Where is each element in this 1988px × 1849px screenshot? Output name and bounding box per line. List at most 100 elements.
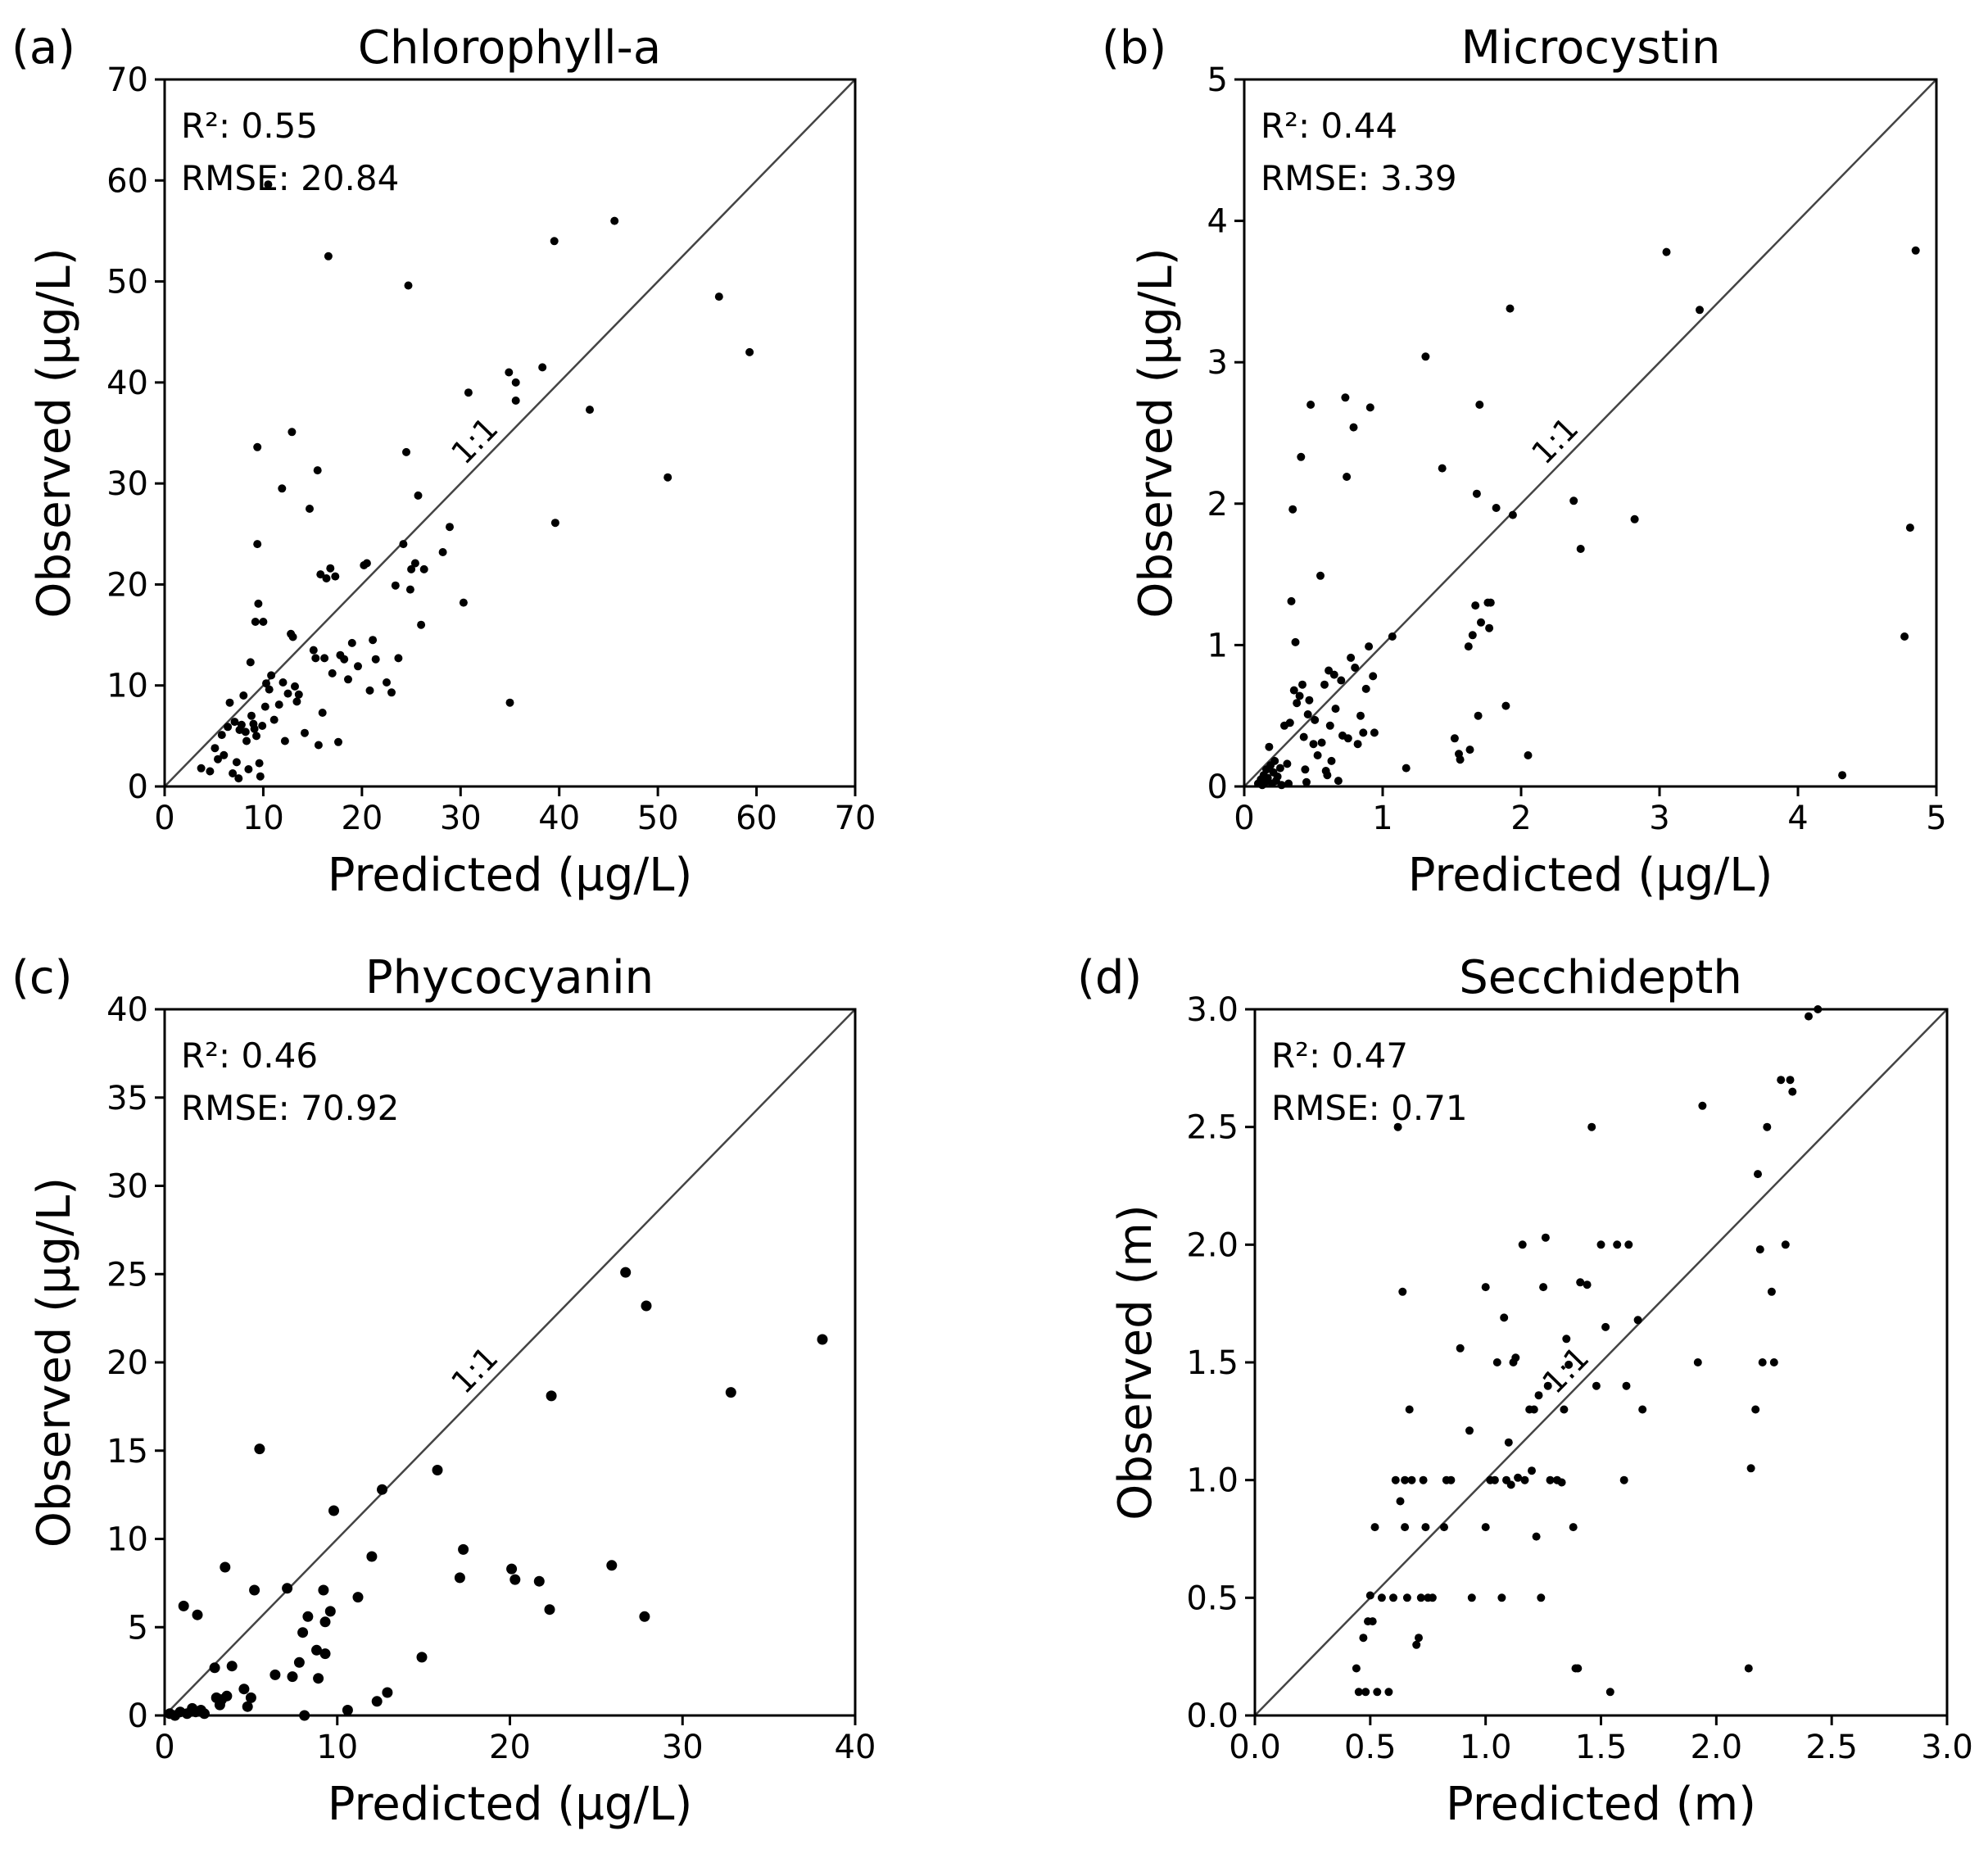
data-point	[1786, 1076, 1795, 1085]
data-point	[265, 685, 274, 694]
y-tick-label: 1	[1207, 627, 1228, 664]
y-tick-label: 5	[1207, 61, 1228, 99]
data-point	[293, 1656, 305, 1668]
data-point	[1398, 1287, 1407, 1296]
data-point	[410, 559, 419, 568]
data-point	[1492, 1358, 1501, 1366]
data-point	[1492, 504, 1501, 512]
data-point	[319, 1616, 331, 1628]
data-point	[1450, 734, 1459, 743]
data-point	[1325, 721, 1334, 730]
data-point	[1415, 1634, 1423, 1643]
x-tick-label: 40	[835, 1729, 876, 1766]
x-tick-label: 0	[154, 1729, 174, 1766]
data-point	[178, 1600, 189, 1611]
data-point	[446, 523, 454, 532]
data-point	[244, 765, 253, 773]
data-point	[1529, 1405, 1538, 1414]
data-point	[1562, 1335, 1571, 1344]
chart-panel-0: (a) Chlorophyll-a 1:1 0 10 20 30 40 50 60 70 0 10 20 3…	[11, 21, 876, 902]
data-point	[399, 540, 408, 549]
chart-title: Microcystin	[1461, 21, 1721, 75]
data-point	[1421, 352, 1430, 361]
x-tick-label: 0.0	[1229, 1729, 1281, 1766]
data-point	[1368, 1617, 1377, 1626]
data-point	[1303, 710, 1312, 718]
data-point	[1524, 751, 1533, 759]
data-point	[1354, 1688, 1363, 1697]
data-point	[1305, 696, 1314, 705]
data-point	[1416, 1593, 1425, 1602]
data-point	[1569, 496, 1578, 505]
x-tick-label: 10	[316, 1729, 358, 1766]
data-point	[211, 744, 220, 753]
data-point	[459, 598, 468, 607]
data-point	[1456, 1344, 1465, 1353]
data-point	[1407, 1475, 1416, 1484]
data-point	[1746, 1464, 1755, 1473]
data-point	[817, 1334, 828, 1345]
data-point	[316, 570, 325, 579]
data-point	[342, 1705, 353, 1715]
data-point	[1622, 1381, 1631, 1390]
data-point	[242, 1701, 253, 1712]
data-point	[1302, 777, 1311, 786]
data-point	[224, 723, 233, 732]
y-tick-label: 1.0	[1186, 1462, 1239, 1500]
data-point	[1601, 1322, 1610, 1331]
data-point	[239, 691, 248, 700]
data-point	[1317, 738, 1326, 747]
data-point	[254, 1443, 265, 1455]
data-point	[366, 1551, 378, 1562]
data-point	[232, 758, 241, 767]
x-tick-label: 0	[1234, 800, 1254, 837]
data-point	[620, 1267, 632, 1278]
data-point	[1758, 1358, 1767, 1366]
plot-frame	[163, 78, 857, 788]
data-point	[1506, 1480, 1515, 1489]
data-point	[1638, 1405, 1647, 1414]
y-tick-label: 2.5	[1186, 1109, 1239, 1147]
data-point	[1574, 1664, 1583, 1673]
data-point	[1596, 1240, 1605, 1249]
data-point	[1337, 676, 1346, 685]
data-point	[1560, 1405, 1569, 1414]
data-point	[1306, 401, 1316, 409]
data-point	[347, 638, 356, 647]
data-point	[1369, 672, 1378, 681]
data-point	[352, 1592, 364, 1603]
data-point	[1763, 1122, 1772, 1131]
one-to-one-line	[164, 1008, 856, 1716]
data-point	[610, 216, 619, 225]
data-point	[371, 655, 380, 664]
data-point	[464, 388, 473, 397]
data-point	[533, 1575, 545, 1587]
y-tick-label: 10	[106, 1521, 148, 1559]
data-point	[1769, 1358, 1778, 1366]
stats-annotation: R²: 0.47	[1271, 1036, 1408, 1076]
data-point	[1370, 1523, 1379, 1532]
data-point	[546, 1390, 557, 1402]
x-tick-label: 20	[341, 800, 383, 837]
data-point	[1352, 1664, 1361, 1673]
data-point	[1349, 423, 1358, 432]
one-to-one-label: 1:1	[444, 410, 505, 471]
data-point	[505, 368, 514, 377]
y-tick-label: 50	[106, 264, 148, 301]
data-point	[253, 442, 262, 451]
data-point	[1401, 1523, 1410, 1532]
data-point	[234, 774, 243, 783]
data-point	[1402, 1593, 1411, 1602]
data-point	[254, 599, 263, 608]
data-point	[1504, 1438, 1513, 1447]
data-point	[1767, 1287, 1776, 1296]
data-point	[511, 378, 520, 387]
data-point	[1500, 1313, 1509, 1322]
data-point	[1438, 464, 1447, 473]
x-tick-label: 10	[242, 800, 284, 837]
data-point	[1501, 701, 1510, 710]
data-point	[1468, 631, 1477, 640]
data-point	[1592, 1381, 1601, 1390]
one-to-one-label: 1:1	[444, 1339, 505, 1400]
data-point	[269, 715, 279, 724]
